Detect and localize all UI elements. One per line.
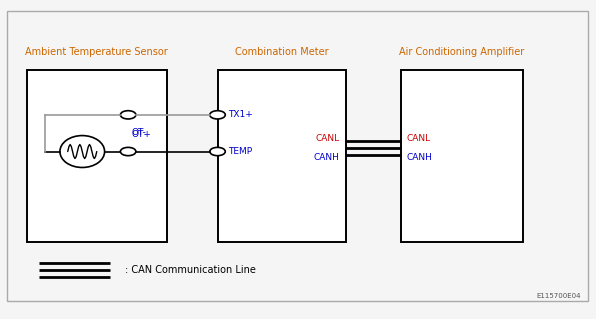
Text: : CAN Communication Line: : CAN Communication Line xyxy=(125,264,256,275)
Text: E115700E04: E115700E04 xyxy=(536,293,581,299)
Circle shape xyxy=(120,147,136,156)
Bar xyxy=(401,70,523,242)
Text: CANL: CANL xyxy=(316,134,340,143)
Text: OT-: OT- xyxy=(131,128,146,137)
Bar xyxy=(218,70,346,242)
Text: TEMP: TEMP xyxy=(228,147,252,156)
Bar xyxy=(27,70,167,242)
Circle shape xyxy=(120,111,136,119)
Circle shape xyxy=(210,111,225,119)
Circle shape xyxy=(210,147,225,156)
Text: Ambient Temperature Sensor: Ambient Temperature Sensor xyxy=(26,48,168,57)
Text: CANH: CANH xyxy=(406,153,432,162)
Text: TX1+: TX1+ xyxy=(228,110,253,119)
Text: OT+: OT+ xyxy=(131,130,151,139)
Text: CANL: CANL xyxy=(406,134,430,143)
Text: CANH: CANH xyxy=(314,153,340,162)
Ellipse shape xyxy=(60,136,105,167)
Text: Air Conditioning Amplifier: Air Conditioning Amplifier xyxy=(399,48,524,57)
Text: Combination Meter: Combination Meter xyxy=(235,48,328,57)
